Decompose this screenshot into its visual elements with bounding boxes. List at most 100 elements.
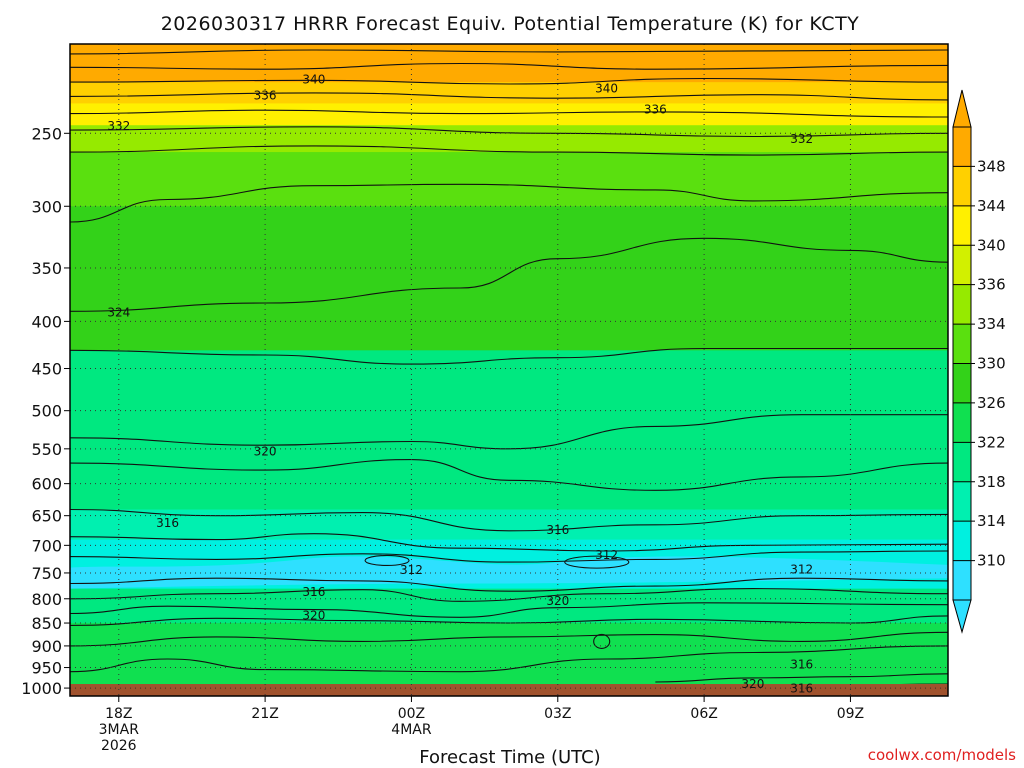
- contour-label-text: 316: [546, 523, 569, 537]
- contour-label-text: 312: [595, 548, 618, 562]
- colorbar-tick-label: 348: [977, 157, 1006, 175]
- y-tick-label: 700: [31, 536, 62, 555]
- colorbar-segment: [953, 481, 971, 522]
- fill-band: [70, 623, 948, 696]
- x-tick-label: 00Z: [398, 706, 425, 722]
- fill-band: [70, 103, 948, 127]
- x-tick-label: 21Z: [251, 706, 278, 722]
- y-tick-label: 750: [31, 564, 62, 583]
- colorbar-segment: [953, 284, 971, 325]
- contour-label: 316: [790, 681, 813, 695]
- contour-line: [70, 347, 948, 365]
- fill-band: [70, 556, 948, 589]
- contour-label-text: 316: [790, 681, 813, 695]
- contour-line: [70, 237, 948, 312]
- contour-label: 316: [156, 516, 179, 530]
- colorbar-segment: [953, 442, 971, 483]
- contour-label: 316: [546, 523, 569, 537]
- contour-line: [70, 550, 948, 563]
- y-tick-label: 500: [31, 402, 62, 421]
- contour-line: [70, 414, 948, 450]
- contour-line: [70, 459, 948, 491]
- grid-lines: [70, 44, 948, 696]
- y-tick-label: 450: [31, 360, 62, 379]
- colorbar-tick-label: 310: [977, 552, 1006, 570]
- contour-line: [70, 508, 948, 532]
- contour-label: 332: [107, 119, 130, 133]
- contour-label: 336: [254, 89, 277, 103]
- colorbar-segment: [953, 402, 971, 443]
- contour-label-text: 312: [790, 563, 813, 577]
- colorbar-tick-label: 344: [977, 197, 1006, 215]
- colorbar-tick-label: 336: [977, 276, 1006, 294]
- contour-labels: 340 336 332 340 336 332 324 320 316 316 312 312 312 3…: [107, 72, 813, 695]
- colorbar-tick-label: 326: [977, 394, 1006, 412]
- y-tick-label: 650: [31, 507, 62, 526]
- contour-line: [70, 588, 948, 602]
- contour-line: [70, 109, 948, 118]
- contour-closed-cell: [593, 633, 611, 649]
- contour-line: [70, 615, 948, 626]
- colorbar-tick-label: 330: [977, 355, 1006, 373]
- ground-surface: [70, 684, 948, 696]
- contour-label: 336: [644, 103, 667, 117]
- colorbar-segment: [953, 245, 971, 286]
- fill-band: [70, 509, 948, 541]
- contour-line: [70, 62, 948, 70]
- contour-label: 312: [790, 563, 813, 577]
- y-tick-label: 550: [31, 440, 62, 459]
- y-tick-label: 850: [31, 614, 62, 633]
- colorbar-extend-min: [952, 599, 972, 634]
- colorbar: 310 314 318 322 326 330 334 336 340 344 348: [952, 89, 1006, 634]
- contour-label: 340: [595, 82, 618, 96]
- colorbar-segment: [953, 166, 971, 207]
- contour-lines: [70, 49, 948, 691]
- contour-line: [655, 673, 948, 683]
- contour-line: [70, 183, 948, 223]
- contour-line: [70, 602, 948, 618]
- contour-label: 340: [302, 72, 325, 86]
- colorbar-tick-label: 340: [977, 236, 1006, 254]
- fill-band: [70, 350, 948, 511]
- contour-label: 316: [790, 657, 813, 671]
- contour-label-text: 320: [302, 608, 325, 622]
- fill-band: [70, 82, 948, 105]
- contour-line: [70, 145, 948, 156]
- colorbar-tick-label: 318: [977, 473, 1006, 491]
- contour-label: 316: [302, 585, 325, 599]
- colorbar-segment: [953, 560, 971, 601]
- y-tick-label: 350: [31, 259, 62, 278]
- contour-label-text: 316: [790, 657, 813, 671]
- contour-label-text: 320: [741, 677, 764, 691]
- credit-text: coolwx.com/models: [868, 746, 1016, 764]
- contour-line: [70, 92, 948, 101]
- plot-area: 340 336 332 340 336 332 324 320 316 316 312 312 312 3…: [70, 44, 948, 696]
- y-tick-label: 250: [31, 124, 62, 143]
- colorbar-segment: [953, 521, 971, 562]
- y-tick-label: 900: [31, 637, 62, 656]
- contour-label: 320: [546, 594, 569, 608]
- colorbar-extend-max: [952, 89, 972, 128]
- contour-line: [70, 645, 948, 673]
- x-tick-label: 2026: [101, 738, 137, 754]
- y-axis: 250 300 350 400 450 500 550 600 650 700 750 800 850 9…: [21, 124, 70, 698]
- contour-label-text: 336: [254, 89, 277, 103]
- fill-band: [70, 44, 948, 84]
- contour-fill-bands: [70, 44, 948, 696]
- x-axis-label: Forecast Time (UTC): [419, 747, 600, 768]
- y-tick-label: 1000: [21, 679, 62, 698]
- contour-line: [70, 49, 948, 55]
- contour-label-text: 332: [107, 119, 130, 133]
- contour-label-text: 316: [156, 516, 179, 530]
- x-tick-label: 4MAR: [391, 722, 432, 738]
- chart-title: 2026030317 HRRR Forecast Equiv. Potentia…: [161, 13, 860, 35]
- contour-label: 324: [107, 305, 130, 319]
- colorbar-segment: [953, 127, 971, 167]
- y-tick-label: 600: [31, 475, 62, 494]
- x-tick-label: 18Z: [105, 706, 132, 722]
- contour-label: 320: [254, 444, 277, 458]
- y-tick-label: 950: [31, 659, 62, 678]
- y-tick-label: 300: [31, 197, 62, 216]
- y-tick-label: 800: [31, 590, 62, 609]
